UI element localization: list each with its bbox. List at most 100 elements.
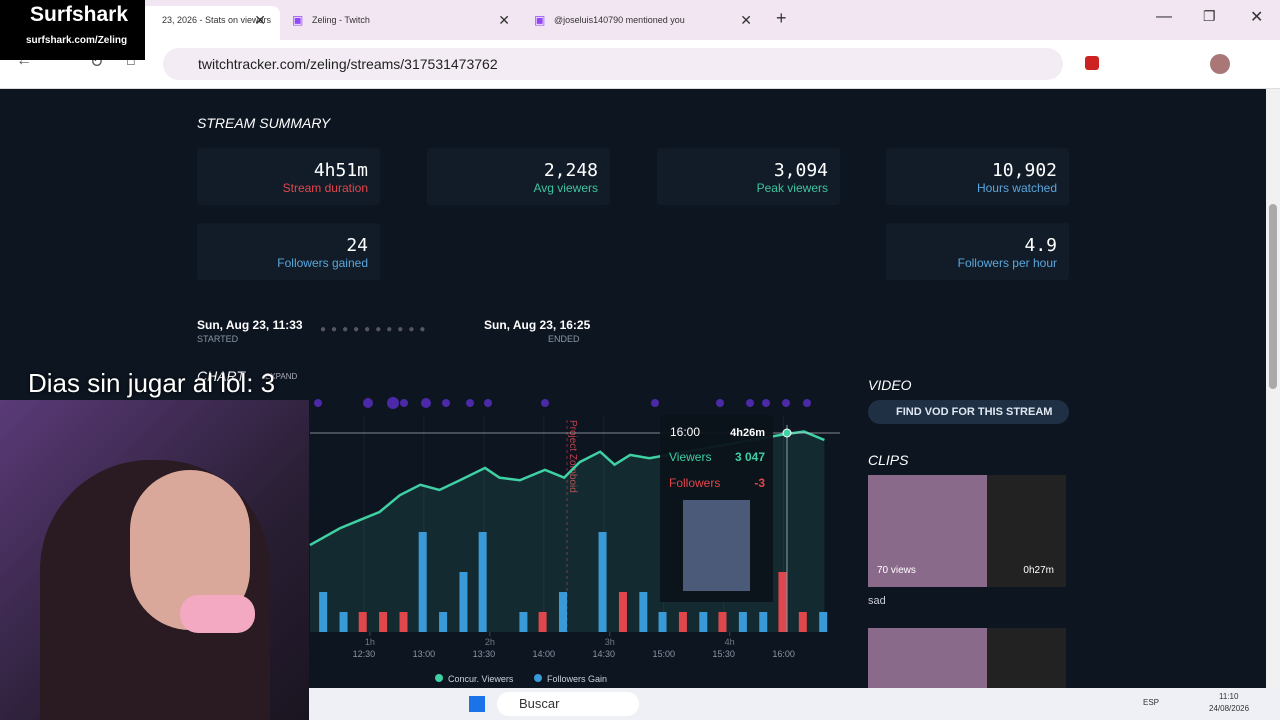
legend-marker — [534, 674, 542, 682]
close[interactable]: ✕ — [1250, 9, 1264, 26]
annotation: Project Zomboid — [567, 420, 578, 493]
timeline-dots: ●●●●●●●●●● — [320, 324, 431, 335]
tooltip-value: 3 047 — [735, 450, 765, 464]
stat-card: 3,094 Peak viewers — [657, 148, 840, 205]
x-tick-label: 13:00 — [413, 649, 436, 659]
language: ESP — [1143, 698, 1160, 707]
address-bar[interactable]: twitchtracker.com/zeling/streams/3175314… — [163, 48, 1063, 80]
follower-bar — [759, 612, 768, 632]
legend-marker — [435, 674, 443, 682]
clip-duration: 0h27m — [1023, 565, 1054, 576]
start[interactable] — [469, 696, 485, 712]
follower-bar — [699, 612, 708, 632]
stat-card: 10,902 Hours watched — [886, 148, 1069, 205]
home[interactable]: ⌂ — [126, 52, 136, 69]
stat-label: Followers per hour — [957, 256, 1057, 270]
expand[interactable]: EXPAND — [265, 372, 298, 381]
stat-value: 4.9 — [1024, 235, 1057, 256]
clip-thumbnail[interactable]: 70 views 0h27m — [868, 475, 1066, 587]
brand-url: surfshark.com/Zeling — [26, 35, 128, 46]
follower-bar — [459, 572, 468, 632]
clock: 11:10 — [1219, 692, 1239, 701]
brand: Surfshark — [30, 3, 129, 26]
date: 24/08/2026 — [1209, 704, 1250, 713]
legend-label: Concur. Viewers — [448, 674, 514, 684]
x-tick-label: 15:00 — [652, 649, 675, 659]
follower-bar — [418, 532, 427, 632]
vod-button[interactable]: FIND VOD FOR THIS STREAM — [868, 400, 1069, 424]
end-time: Sun, Aug 23, 16:25 — [484, 318, 591, 332]
follower-bar — [339, 612, 348, 632]
x-tick-label-top: 4h — [725, 637, 735, 647]
stat-label: Followers gained — [277, 256, 368, 270]
tab-title: Zeling - Twitch — [312, 15, 370, 25]
scrollbar[interactable] — [1266, 89, 1280, 688]
game-cover — [683, 500, 750, 591]
start-time: Sun, Aug 23, 11:33 — [197, 318, 303, 332]
minimize[interactable]: — — [1156, 8, 1172, 25]
follower-bar — [399, 612, 408, 632]
stream-caption: Dias sin jugar al lol: 3 — [28, 368, 276, 398]
button-label: FIND VOD FOR THIS STREAM — [896, 406, 1053, 418]
x-tick-label: 14:30 — [592, 649, 615, 659]
search[interactable]: Buscar — [497, 692, 639, 716]
follower-bar — [598, 532, 607, 632]
stat-value: 3,094 — [773, 160, 828, 181]
activity-dots — [314, 397, 811, 409]
video-title: VIDEO — [868, 377, 912, 393]
end-label: ENDED — [548, 334, 580, 344]
x-tick-label: 13:30 — [473, 649, 496, 659]
profile[interactable] — [1210, 54, 1230, 74]
webcam-overlay — [0, 400, 309, 720]
tab[interactable]: ▣ Zeling - Twitch ✕ — [292, 12, 510, 28]
start-label: STARTED — [197, 334, 239, 344]
follower-bar — [558, 592, 567, 632]
tab[interactable]: ▣ @joseluis140790 mentioned you ✕ — [534, 12, 752, 28]
taskbar: Buscar ESP 11:10 24/08/2026 — [309, 688, 1280, 720]
hover-point — [782, 428, 792, 438]
restore[interactable]: ❐ — [1203, 8, 1216, 24]
stat-card: 4h51m Stream duration — [197, 148, 380, 205]
follower-bar — [538, 612, 547, 632]
follower-bar — [798, 612, 807, 632]
stat-value: 2,248 — [543, 160, 598, 181]
viewers-line — [309, 430, 825, 547]
follower-bar — [439, 612, 448, 632]
new-tab[interactable]: + — [776, 8, 787, 28]
follower-bar — [738, 612, 747, 632]
tooltip-elapsed: 4h26m — [730, 427, 765, 439]
clips-title: CLIPS — [868, 452, 909, 468]
section-title: STREAM SUMMARY — [197, 115, 331, 131]
stat-value: 4h51m — [313, 160, 368, 181]
follower-bar — [658, 612, 667, 632]
stat-label: Stream duration — [282, 181, 368, 195]
search-label: Buscar — [519, 696, 560, 711]
microphone — [180, 595, 255, 633]
stat-label: Avg viewers — [533, 181, 598, 195]
follower-bar — [778, 572, 787, 632]
extension[interactable] — [1085, 56, 1099, 70]
tab[interactable]: 23, 2026 - Stats on viewers ✕ — [140, 6, 280, 40]
chart-title: CHART — [197, 368, 245, 384]
x-tick-label-top: 2h — [485, 637, 495, 647]
stat-label: Hours watched — [976, 181, 1057, 195]
tab-title: 23, 2026 - Stats on viewers — [162, 15, 272, 25]
tab-title: @joseluis140790 mentioned you — [554, 15, 685, 25]
clip-thumbnail[interactable] — [868, 628, 1066, 688]
follower-bar — [319, 592, 328, 632]
stat-card: 24 Followers gained — [197, 223, 380, 280]
follower-bar — [678, 612, 687, 632]
follower-bar — [478, 532, 487, 632]
tooltip-label: Followers — [669, 476, 720, 490]
x-tick-label: 12:30 — [353, 649, 376, 659]
tooltip-label: Viewers — [669, 450, 711, 464]
sponsor-overlay: Surfshark surfshark.com/Zeling — [0, 0, 145, 60]
tab-bar: 23, 2026 - Stats on viewers ✕ ▣ Zeling - T… — [0, 0, 1280, 40]
follower-bar — [718, 612, 727, 632]
stat-card: 4.9 Followers per hour — [886, 223, 1069, 280]
clip-views: 70 views — [877, 565, 916, 576]
stat-card: 2,248 Avg viewers — [427, 148, 610, 205]
